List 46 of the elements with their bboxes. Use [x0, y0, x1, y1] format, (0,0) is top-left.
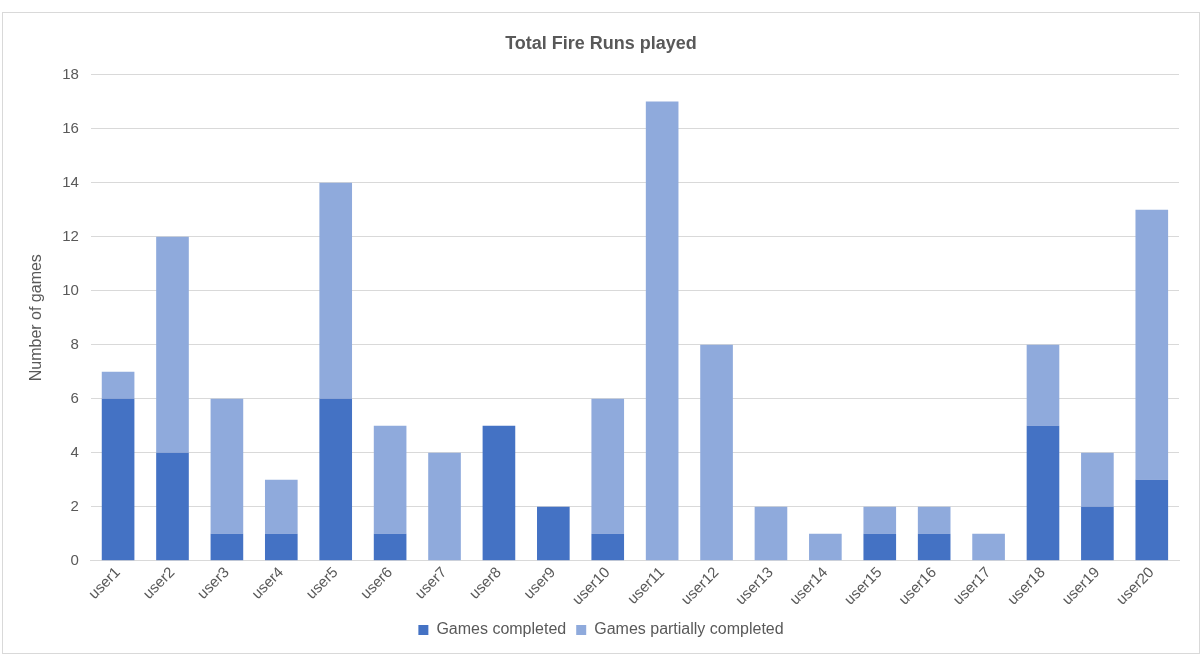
bar: [754, 506, 788, 561]
y-tick-label: 4: [70, 442, 79, 460]
bar: [319, 182, 353, 399]
y-tick-label: 2: [70, 496, 79, 514]
bar: [591, 533, 625, 561]
bar: [1135, 479, 1169, 561]
bar: [591, 398, 625, 534]
y-axis-title: Number of games: [27, 254, 45, 382]
bar: [482, 425, 516, 561]
chart-title: Total Fire Runs played: [505, 32, 697, 53]
legend-label: Games partially completed: [594, 620, 784, 638]
bar: [428, 452, 461, 561]
y-tick-label: 18: [62, 64, 79, 82]
bar: [264, 479, 298, 534]
bar: [210, 398, 244, 534]
bar: [264, 533, 298, 561]
bar: [101, 371, 135, 399]
bar: [537, 506, 570, 561]
y-tick-label: 12: [62, 226, 79, 244]
bar: [1081, 506, 1114, 561]
bar: [700, 344, 733, 561]
bar: [101, 398, 135, 561]
bar: [1026, 425, 1060, 561]
bar: [1026, 344, 1060, 426]
bar: [210, 533, 244, 561]
y-tick-label: 8: [70, 334, 79, 352]
bar: [917, 506, 951, 534]
bar: [863, 506, 897, 534]
bar: [1135, 209, 1169, 480]
y-tick-label: 0: [70, 550, 79, 568]
bar: [156, 452, 189, 561]
bar: [373, 425, 407, 534]
y-tick-label: 16: [62, 118, 79, 136]
y-tick-label: 6: [70, 388, 79, 406]
bar: [972, 533, 1005, 561]
bar: [156, 236, 189, 453]
y-tick-label: 14: [62, 172, 79, 190]
bar: [645, 101, 679, 561]
bar: [863, 533, 897, 561]
bar: [809, 533, 842, 561]
bar: [319, 398, 353, 561]
legend-label: Games completed: [436, 620, 567, 638]
y-tick-label: 10: [62, 280, 79, 298]
bar: [917, 533, 951, 561]
bar: [373, 533, 407, 561]
bar: [1081, 452, 1114, 507]
